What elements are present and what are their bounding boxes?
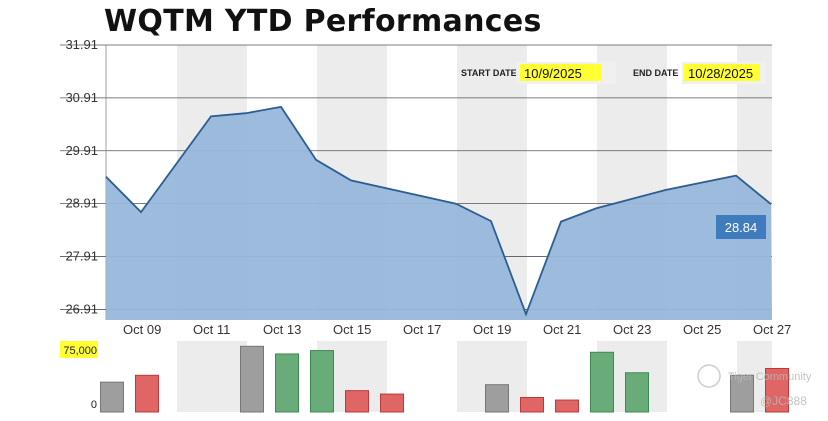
volume-bar (275, 353, 299, 413)
y-tick-label: 27.91 (65, 249, 98, 264)
x-tick-label: Oct 27 (753, 322, 791, 337)
volume-bar (765, 367, 789, 413)
volume-bar (345, 390, 369, 413)
start-date-control[interactable]: START DATE 10/9/2025 (461, 62, 616, 84)
volume-bar (100, 381, 124, 413)
watermark-brand: Tiger Community (728, 371, 812, 383)
volume-bar (625, 372, 649, 413)
x-tick-label: Oct 19 (473, 322, 511, 337)
price-area-fill (106, 106, 772, 321)
end-date-control[interactable]: END DATE 10/28/2025 (633, 62, 766, 84)
end-date-highlight (684, 64, 760, 81)
y-tick-label: 28.91 (65, 196, 98, 211)
y-tick-label: 26.91 (65, 301, 98, 316)
x-tick-label: Oct 17 (403, 322, 441, 337)
watermark: Tiger Community @JC888 (697, 364, 812, 408)
end-date-value: 10/28/2025 (688, 66, 753, 81)
tiger-logo-icon (697, 364, 721, 388)
y-tick-label: 31.91 (65, 37, 98, 52)
volume-bar (555, 399, 579, 413)
x-tick-label: Oct 21 (543, 322, 581, 337)
x-tick-label: Oct 13 (263, 322, 301, 337)
price-area (105, 105, 772, 321)
volume-axis: 75,000 0 (60, 341, 98, 411)
volume-bar (135, 374, 159, 413)
volume-bar (240, 345, 264, 413)
x-tick-label: Oct 25 (683, 322, 721, 337)
end-date-label: END DATE (633, 68, 678, 78)
volume-bar (485, 384, 509, 413)
x-tick-label: Oct 11 (193, 322, 230, 337)
last-price-value: 28.84 (725, 220, 758, 235)
volume-bars (100, 345, 789, 413)
y-axis-ticks: 31.91 30.91 29.91 28.91 27.91 26.91 (65, 37, 98, 316)
last-price-badge (716, 215, 766, 239)
volume-zero-label: 0 (91, 399, 97, 411)
volume-bar (380, 393, 404, 413)
y-tick-label: 29.91 (65, 143, 98, 158)
volume-bar (590, 351, 614, 413)
volume-bar (730, 374, 754, 413)
volume-max-label: 75,000 (63, 345, 97, 357)
volume-bar (310, 350, 334, 413)
chart-title: WQTM YTD Performances (104, 4, 542, 39)
watermark-user: @JC888 (760, 394, 807, 408)
volume-shading-bands (177, 341, 772, 412)
start-date-label: START DATE (461, 68, 517, 78)
start-date-highlight (520, 64, 602, 81)
last-price-box: 28.84 (716, 215, 766, 239)
x-tick-label: Oct 09 (123, 322, 161, 337)
x-tick-label: Oct 15 (333, 322, 371, 337)
y-tick-label: 30.91 (65, 90, 98, 105)
x-tick-label: Oct 23 (613, 322, 651, 337)
volume-band (177, 341, 247, 412)
x-axis-ticks: Oct 09 Oct 11 Oct 13 Oct 15 Oct 17 Oct 19 Oct … (123, 322, 791, 337)
volume-max-highlight (60, 341, 98, 358)
start-date-value: 10/9/2025 (524, 66, 582, 81)
volume-bar (520, 396, 544, 413)
